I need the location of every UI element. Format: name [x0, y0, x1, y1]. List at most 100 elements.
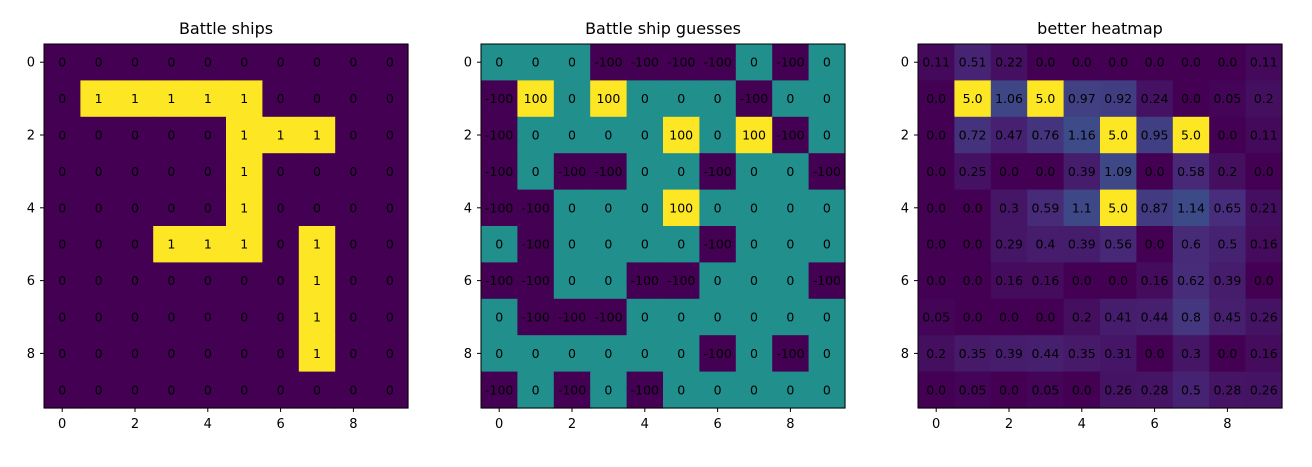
heatmap-cell [116, 262, 154, 300]
heatmap-cell [44, 262, 81, 300]
cell-value-label: 0.0 [1035, 310, 1055, 325]
cell-value-label: 0.41 [1104, 310, 1132, 325]
cell-value-label: 0 [95, 273, 103, 288]
cell-value-label: 0.16 [1250, 346, 1278, 361]
cell-value-label: 0 [714, 382, 722, 397]
heatmap-cell [226, 116, 263, 154]
cell-value-label: 0.0 [1254, 273, 1274, 288]
cell-value-label: -100 [521, 310, 549, 325]
heatmap-cell [1027, 335, 1065, 373]
cell-value-label: 0.0 [1035, 55, 1055, 70]
heatmap-cell [918, 335, 955, 373]
cell-value-label: 1 [240, 200, 248, 215]
heatmap-cell [1100, 153, 1137, 191]
heatmap-cell [116, 371, 154, 409]
cell-value-label: 0 [131, 382, 139, 397]
cell-value-label: 0.0 [1145, 346, 1165, 361]
cell-value-label: 0 [131, 164, 139, 179]
heatmap-cell [626, 189, 664, 227]
cell-value-label: 0 [58, 55, 66, 70]
heatmap-cell [990, 226, 1028, 263]
heatmap-cell [626, 262, 664, 300]
heatmap-cell [663, 44, 700, 81]
cell-value-label: 0.44 [1141, 310, 1169, 325]
cell-value-label: 0 [349, 91, 357, 106]
cell-value-label: 0.39 [1068, 237, 1096, 252]
heatmap-cell [517, 226, 555, 263]
cell-value-label: 0 [677, 382, 685, 397]
cell-value-label: 0 [641, 200, 649, 215]
heatmap-cell [699, 80, 737, 118]
cell-value-label: 0 [349, 273, 357, 288]
cell-value-label: 0.0 [1035, 164, 1055, 179]
cell-value-label: -100 [558, 310, 586, 325]
heatmap-cell [298, 262, 336, 300]
heatmap-cell [1027, 226, 1065, 263]
heatmap-cell [1172, 153, 1210, 191]
heatmap-cell [1172, 371, 1210, 409]
cell-value-label: 0 [823, 382, 831, 397]
cell-value-label: 0 [277, 310, 285, 325]
heatmap-cell [699, 153, 737, 191]
heatmap-cell [1027, 298, 1065, 336]
heatmap-cell [590, 226, 628, 263]
heatmap-cell [44, 116, 81, 154]
heatmap-cell [1100, 44, 1137, 81]
cell-value-label: 0 [349, 382, 357, 397]
heatmap-cell [44, 153, 81, 191]
heatmap-cell [1027, 262, 1065, 300]
cell-value-label: 0.2 [1072, 310, 1092, 325]
heatmap-cell [517, 335, 555, 373]
cell-value-label: 5.0 [1035, 91, 1055, 106]
cell-value-label: 0.62 [1177, 273, 1205, 288]
cell-value-label: 0.3 [1181, 346, 1201, 361]
heatmap-cell [80, 226, 118, 263]
x-tick-label: 4 [1078, 417, 1086, 432]
cell-value-label: 0 [495, 55, 503, 70]
cell-value-label: 0 [240, 55, 248, 70]
cell-value-label: 0 [677, 164, 685, 179]
heatmap-battle-ships: Battle ships 0 0 0 0 0 0 0 0 0 0 0 1 1 1 1 1 0 0 0 0 0 0 0 0 0 1 1… [27, 19, 409, 432]
cell-value-label: 0 [786, 91, 794, 106]
y-tick-label: 8 [464, 347, 472, 362]
cell-value-label: 1 [313, 273, 321, 288]
cell-value-label: -100 [703, 164, 731, 179]
heatmap-cell [663, 262, 700, 300]
cell-value-label: -100 [594, 310, 622, 325]
heatmap-cell [663, 335, 700, 373]
cell-value-label: 0 [386, 164, 394, 179]
cell-value-label: 0 [641, 128, 649, 143]
cell-value-label: 0.0 [1181, 91, 1201, 106]
heatmap-cell [262, 189, 300, 227]
cell-value-label: 0.39 [1068, 164, 1096, 179]
cell-value-label: 0 [604, 382, 612, 397]
heatmap-cell [1063, 371, 1101, 409]
heatmap-cell [481, 226, 518, 263]
heatmap-cell [262, 153, 300, 191]
heatmap-cell [1172, 80, 1210, 118]
heatmap-cell [808, 189, 846, 227]
heatmap-cell [772, 80, 810, 118]
heatmap-cell [590, 80, 628, 118]
cell-value-label: 0.0 [926, 200, 946, 215]
heatmap-cell [262, 116, 300, 154]
heatmap-cell [626, 226, 664, 263]
cell-value-label: 0.72 [959, 128, 987, 143]
cell-value-label: 0.39 [995, 346, 1023, 361]
cell-value-label: 0 [240, 273, 248, 288]
heatmap-cell [335, 226, 373, 263]
heatmap-cell [735, 226, 773, 263]
cell-value-label: 0 [277, 273, 285, 288]
heatmap-cell [1063, 226, 1101, 263]
heatmap-cell [153, 298, 191, 336]
cell-value-label: 0 [786, 200, 794, 215]
cell-value-label: 0 [386, 128, 394, 143]
cell-value-label: 0 [823, 128, 831, 143]
cell-value-label: 0 [386, 200, 394, 215]
heatmap-cell [80, 189, 118, 227]
cell-value-label: 0.0 [1108, 55, 1128, 70]
heatmap-cell [226, 298, 263, 336]
cell-value-label: 0 [131, 237, 139, 252]
cell-value-label: 0.0 [1254, 164, 1274, 179]
heatmap-cell [954, 262, 992, 300]
